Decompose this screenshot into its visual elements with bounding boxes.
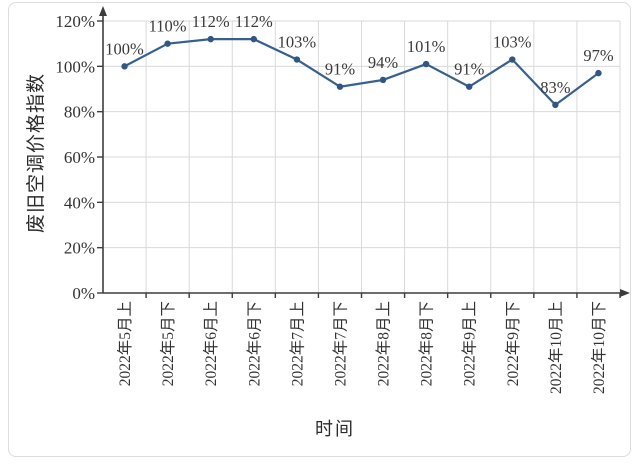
- data-point-label: 112%: [235, 12, 273, 31]
- data-point-label: 91%: [325, 60, 356, 79]
- y-tick-label: 80%: [64, 103, 95, 122]
- x-axis-title: 时间: [315, 419, 355, 439]
- x-tick-label: 2022年7月上: [288, 301, 306, 386]
- data-point-marker: [595, 69, 602, 77]
- data-point-marker: [552, 101, 559, 109]
- data-point-marker: [164, 40, 171, 47]
- data-point-marker: [336, 83, 344, 90]
- data-point-label: 101%: [407, 37, 446, 56]
- y-axis-title: 废旧空调价格指数: [26, 72, 47, 233]
- data-point-marker: [422, 60, 430, 68]
- data-point-marker: [379, 76, 387, 84]
- data-point-marker: [207, 35, 214, 43]
- x-tick-label: 2022年6月下: [245, 301, 263, 386]
- y-tick-label: 60%: [64, 148, 95, 167]
- data-point-label: 91%: [454, 60, 485, 79]
- price-index-line: [123, 38, 600, 106]
- y-tick-label: 120%: [55, 12, 95, 31]
- chart-frame: [8, 2, 631, 457]
- data-point-label: 83%: [540, 78, 571, 97]
- x-tick-label: 2022年6月上: [202, 301, 220, 386]
- data-point-label: 110%: [149, 17, 187, 36]
- x-tick-label: 2022年10月上: [547, 301, 565, 394]
- x-tick-label: 2022年10月下: [590, 301, 608, 394]
- x-tick-label: 2022年9月上: [461, 301, 479, 386]
- x-tick-label: 2022年9月下: [504, 301, 522, 386]
- x-tick-label: 2022年8月上: [375, 301, 393, 386]
- y-tick-label: 40%: [64, 193, 95, 212]
- data-point-label: 112%: [192, 12, 230, 31]
- data-point-marker: [121, 63, 128, 70]
- x-tick-label: 2022年8月下: [418, 301, 436, 386]
- data-point-label: 94%: [368, 53, 399, 72]
- x-tick-label: 2022年5月上: [116, 301, 134, 386]
- data-point-label: 97%: [583, 46, 614, 65]
- x-tick-label: 2022年5月下: [159, 301, 177, 386]
- data-point-label: 103%: [493, 33, 532, 52]
- x-axis-arrow: [620, 289, 630, 297]
- data-point-marker: [509, 56, 516, 63]
- data-point-marker: [293, 56, 301, 63]
- y-tick-label: 20%: [64, 239, 95, 258]
- data-point-marker: [466, 83, 473, 90]
- x-tick-label: 2022年7月下: [331, 301, 349, 386]
- data-point-label: 100%: [105, 39, 144, 58]
- data-point-label: 103%: [278, 33, 317, 52]
- y-axis-arrow: [99, 6, 107, 16]
- data-point-marker: [250, 35, 257, 43]
- y-tick-label: 0%: [72, 284, 95, 303]
- y-tick-label: 100%: [55, 57, 95, 76]
